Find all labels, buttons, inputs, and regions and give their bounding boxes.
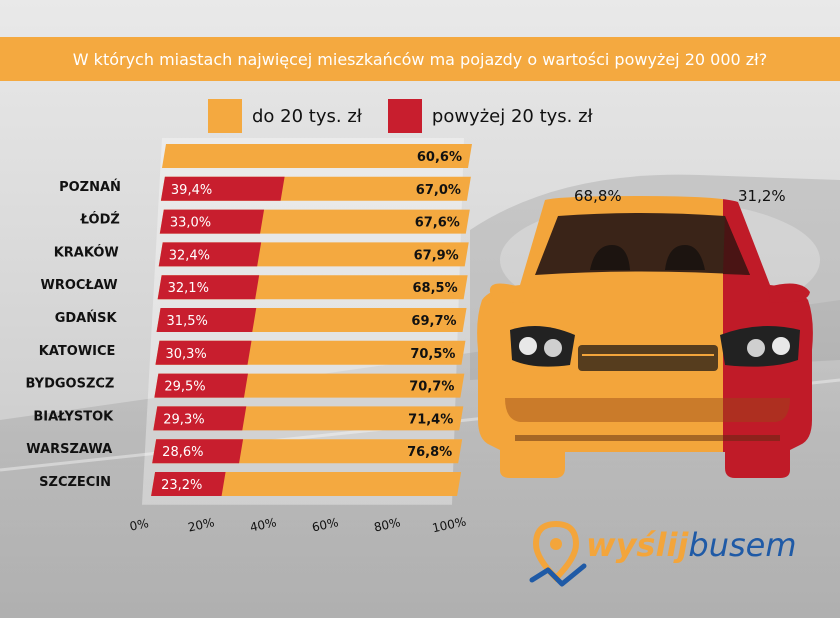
bar-above-segment: [152, 439, 244, 464]
category-label: KATOWICE: [39, 344, 116, 359]
bar-below-label: 70,7%: [409, 380, 454, 395]
bar-above-segment: [153, 406, 247, 431]
legend-label-above: powyżej 20 tys. zł: [431, 105, 593, 127]
bar-above-segment: [154, 373, 248, 398]
x-tick-label: 100%: [431, 514, 467, 535]
legend: do 20 tys. zł powyżej 20 tys. zł: [208, 99, 619, 133]
legend-item-above: powyżej 20 tys. zł: [387, 99, 593, 133]
car-mirror-left: [489, 283, 527, 303]
bar-above-label: 39,4%: [171, 183, 212, 198]
category-label: POZNAŃ: [59, 179, 121, 195]
bar-below-label: 60,6%: [417, 150, 462, 165]
legend-swatch-below: [208, 99, 242, 133]
legend-swatch-above: [387, 99, 422, 133]
bar-below-label: 67,9%: [414, 248, 459, 263]
bar-below-label: 69,7%: [411, 314, 456, 329]
logo-text: wyślijbusem: [586, 526, 797, 564]
x-tick-label: 0%: [128, 516, 150, 534]
wyslijbusem-logo: wyślijbusem: [528, 520, 818, 590]
bar-above-segment: [151, 472, 226, 496]
category-label: KRAKÓW: [54, 244, 119, 260]
location-pin-icon: [529, 520, 587, 587]
bar-above-segment: [157, 275, 260, 300]
x-tick-label: 80%: [373, 515, 402, 534]
bar-below-label: 71,4%: [408, 412, 453, 427]
bar-above-label: 32,4%: [169, 248, 210, 263]
bar-above-label: 31,5%: [167, 314, 208, 329]
category-label: WROCŁAW: [41, 278, 118, 293]
bar-above-label: 29,5%: [164, 380, 205, 395]
bar-below-segment: [162, 144, 472, 168]
bar-below-label: 67,0%: [416, 183, 461, 198]
category-label: BIAŁYSTOK: [33, 409, 114, 424]
car-above-pct-label: 31,2%: [738, 187, 786, 205]
header-bar: W których miastach najwięcej mieszkańców…: [0, 37, 840, 81]
category-label: BYDGOSZCZ: [25, 377, 114, 392]
car-headlight-left: [510, 326, 575, 367]
bar-above-label: 29,3%: [163, 412, 204, 427]
bar-below-segment: [151, 472, 462, 496]
bar-below-label: 70,5%: [410, 347, 455, 362]
x-tick-label: 60%: [311, 515, 340, 534]
bar-above-segment: [155, 340, 252, 365]
bar-above-label: 28,6%: [162, 445, 203, 460]
bar-above-segment: [160, 176, 285, 201]
bar-above-label: 23,2%: [161, 478, 202, 493]
car-windshield: [535, 213, 750, 275]
bar-above-label: 33,0%: [170, 216, 211, 231]
legend-label-below: do 20 tys. zł: [252, 105, 362, 127]
logo-text-part1: wyślij: [586, 526, 689, 564]
bar-above-segment: [156, 308, 257, 332]
category-label: GDAŃSK: [55, 310, 118, 326]
category-label: SZCZECIN: [39, 475, 111, 490]
car-below-pct-label: 68,8%: [574, 187, 622, 205]
car-grille: [578, 345, 718, 371]
bar-above-segment: [159, 209, 265, 234]
bar-below-label: 68,5%: [413, 281, 458, 296]
legend-item-below: do 20 tys. zł: [208, 99, 362, 133]
bar-below-label: 76,8%: [407, 445, 452, 460]
chart-title: W których miastach najwięcej mieszkańców…: [72, 49, 768, 69]
category-label: WARSZAWA: [26, 442, 112, 457]
x-tick-label: 20%: [187, 515, 216, 534]
bar-above-segment: [158, 242, 262, 267]
category-label: ŁÓDŹ: [80, 212, 120, 228]
car-mirror-right: [768, 283, 810, 303]
x-tick-label: 40%: [249, 515, 278, 534]
bar-above-label: 30,3%: [165, 347, 206, 362]
car-headlight-right: [720, 326, 800, 367]
car-bumper: [505, 398, 790, 422]
bar-below-label: 67,6%: [415, 216, 460, 231]
logo-text-part2: busem: [688, 526, 797, 564]
bar-above-label: 32,1%: [168, 281, 209, 296]
